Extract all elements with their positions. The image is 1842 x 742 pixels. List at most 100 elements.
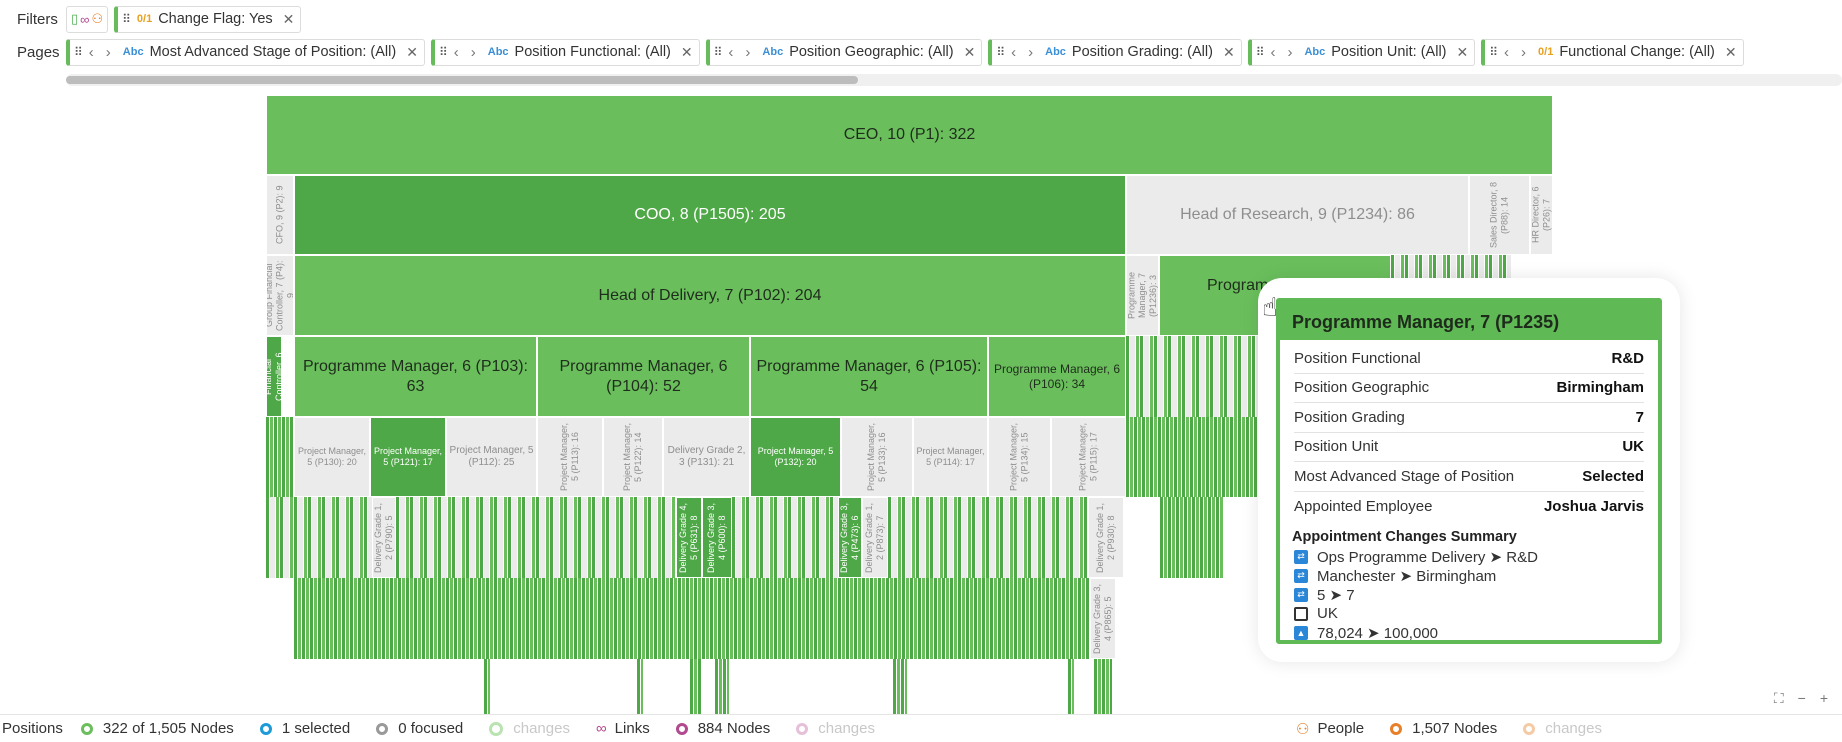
delivery-level4-nodes[interactable] [888,497,1088,578]
page-chip-grading[interactable]: ⠿ ‹ › Abc Position Grading: (All) ✕ [988,38,1242,66]
delivery-level4-nodes[interactable] [396,497,676,578]
node-project-manager-p132[interactable]: Project Manager, 5 (P132): 20 [750,417,841,497]
drag-handle-icon[interactable]: ⠿ [1255,45,1265,59]
node-delivery-grade[interactable]: Delivery Grade 1, 2 (P930): 8 [1088,497,1124,578]
filter-type-toggles[interactable]: ▯ ∞ ⚇ [66,5,109,33]
drag-handle-icon[interactable]: ⠿ [713,45,723,59]
drag-handle-icon[interactable]: ⠿ [438,45,448,59]
page-chip-unit[interactable]: ⠿ ‹ › Abc Position Unit: (All) ✕ [1247,38,1476,66]
research-level5-nodes[interactable] [1126,417,1258,497]
node-delivery-grade[interactable]: Delivery Grade 4, 5 (P631): 8 [676,497,702,578]
close-icon[interactable]: ✕ [680,43,693,60]
zoom-in-icon[interactable]: + [1819,690,1828,706]
zoom-out-icon[interactable]: − [1797,690,1806,706]
page-chip-functional-change[interactable]: ⠿ ‹ › 0/1 Functional Change: (All) ✕ [1481,38,1744,66]
people-filter-icon[interactable]: ⚇ [91,11,104,26]
next-icon[interactable]: › [1028,43,1034,61]
node-project-manager[interactable]: Project Manager, 5 (P130): 20 [294,417,370,497]
node-project-manager[interactable]: Project Manager, 5 (P121): 17 [370,417,446,497]
level2-node[interactable] [1068,659,1074,714]
links-filter-icon[interactable]: ∞ [80,11,90,27]
close-icon[interactable]: ✕ [282,10,295,27]
close-icon[interactable]: ✕ [1456,43,1469,60]
selected-count[interactable]: 1 selected [259,720,350,737]
next-icon[interactable]: › [470,43,476,61]
node-sales-director[interactable]: Sales Director, 8 (P88): 14 [1469,175,1530,255]
positions-changes[interactable]: changes [489,720,570,737]
node-group-financial-controller[interactable]: Group Financial Controller, 7 (P4): 9 [266,255,294,336]
scrollbar-thumb[interactable] [66,76,858,84]
node-pm-research-sub[interactable]: Programme Manager, 7 (P1236): 3 [1126,255,1159,336]
level2-node[interactable] [893,659,907,714]
node-project-manager[interactable]: Project Manager, 5 (P112): 25 [446,417,537,497]
drag-handle-icon[interactable]: ⠿ [122,12,131,26]
positions-filter-icon[interactable]: ▯ [71,11,79,26]
delivery-level3-nodes[interactable] [294,578,1114,659]
prev-icon[interactable]: ‹ [1504,43,1510,61]
node-coo[interactable]: COO, 8 (P1505): 205 [294,175,1126,255]
people-node-count[interactable]: 1,507 Nodes [1390,720,1497,737]
level2-node[interactable] [690,659,702,714]
node-pm-p104[interactable]: Programme Manager, 6 (P104): 52 [537,336,750,417]
level2-node[interactable] [637,659,643,714]
node-project-manager[interactable]: Project Manager, 5 (P134): 15 [988,417,1051,497]
node-project-manager[interactable]: Project Manager, 5 (P113): 16 [537,417,603,497]
drag-handle-icon[interactable]: ⠿ [996,45,1005,59]
node-head-delivery[interactable]: Head of Delivery, 7 (P102): 204 [294,255,1126,336]
close-icon[interactable]: ✕ [1222,43,1235,60]
links-node-count[interactable]: 884 Nodes [675,720,770,737]
node-pm-p103[interactable]: Programme Manager, 6 (P103): 63 [294,336,537,417]
next-icon[interactable]: › [745,43,751,61]
page-chip-functional[interactable]: ⠿ ‹ › Abc Position Functional: (All) ✕ [430,38,700,66]
page-chip-stage[interactable]: ⠿ ‹ › Abc Most Advanced Stage of Position… [66,38,425,66]
prev-icon[interactable]: ‹ [1270,43,1276,61]
node-project-manager[interactable]: Project Manager, 5 (P122): 14 [603,417,663,497]
close-icon[interactable]: ✕ [963,43,976,60]
people-label[interactable]: ⚇ People [1296,720,1364,738]
delivery-level4-nodes[interactable] [266,497,372,578]
level2-node[interactable] [715,659,729,714]
change-flag-filter-chip[interactable]: ⠿ 0/1 Change Flag: Yes ✕ [114,5,302,33]
fit-to-screen-icon[interactable]: ⛶ [1773,690,1784,706]
prev-icon[interactable]: ‹ [728,43,734,61]
links-changes[interactable]: changes [796,720,875,737]
node-ceo[interactable]: CEO, 10 (P1): 322 [266,95,1553,175]
node-delivery-grade[interactable]: Delivery Grade 1, 2 (P790): 5 [372,497,396,578]
focused-count[interactable]: 0 focused [376,720,463,737]
node-project-manager[interactable]: Project Manager, 5 (P115): 17 [1051,417,1126,497]
delivery-level4-nodes[interactable] [732,497,838,578]
prev-icon[interactable]: ‹ [88,43,94,61]
next-icon[interactable]: › [105,43,111,61]
page-chip-geographic[interactable]: ⠿ ‹ › Abc Position Geographic: (All) ✕ [705,38,983,66]
horizontal-scrollbar[interactable] [66,74,1842,86]
node-hr-director[interactable]: HR Director, 6 (P26): 7 [1530,175,1553,255]
level2-node[interactable] [484,659,490,714]
finance-level5-nodes[interactable] [266,417,294,497]
node-project-manager[interactable]: Project Manager, 5 (P133): 16 [841,417,913,497]
next-icon[interactable]: › [1287,43,1293,61]
drag-handle-icon[interactable]: ⠿ [74,45,83,59]
drag-handle-icon[interactable]: ⠿ [1489,45,1498,59]
node-head-research[interactable]: Head of Research, 9 (P1234): 86 [1126,175,1469,255]
node-delivery-grade[interactable]: Delivery Grade 3, 4 (P600): 8 [702,497,732,578]
level2-node[interactable] [1094,659,1112,714]
node-delivery-grade[interactable]: Delivery Grade 2, 3 (P131): 21 [663,417,750,497]
prev-icon[interactable]: ‹ [1011,43,1017,61]
node-delivery-grade[interactable]: Delivery Grade 3, 4 (P865): 5 [1090,578,1116,659]
prev-icon[interactable]: ‹ [453,43,459,61]
close-icon[interactable]: ✕ [1724,43,1737,60]
next-icon[interactable]: › [1521,43,1527,61]
node-cfo[interactable]: CFO, 9 (P2): 9 [266,175,294,255]
close-icon[interactable]: ✕ [406,43,418,60]
node-delivery-grade[interactable]: Delivery Grade 3, 4 (P473): 6 [838,497,862,578]
node-pm-p106[interactable]: Programme Manager, 6 (P106): 34 [988,336,1126,417]
node-financial-controller[interactable]: Financial Controller, 6 [266,336,282,417]
node-pm-p105[interactable]: Programme Manager, 6 (P105): 54 [750,336,988,417]
node-project-manager[interactable]: Project Manager, 5 (P114): 17 [913,417,988,497]
research-level6-nodes[interactable] [1126,336,1258,417]
node-delivery-grade[interactable]: Delivery Grade 1, 2 (P873): 7 [862,497,888,578]
research-level4-nodes[interactable] [1160,497,1224,578]
links-label[interactable]: ∞ Links [596,720,650,737]
positions-node-count[interactable]: 322 of 1,505 Nodes [80,720,234,737]
people-changes[interactable]: changes [1523,720,1602,737]
